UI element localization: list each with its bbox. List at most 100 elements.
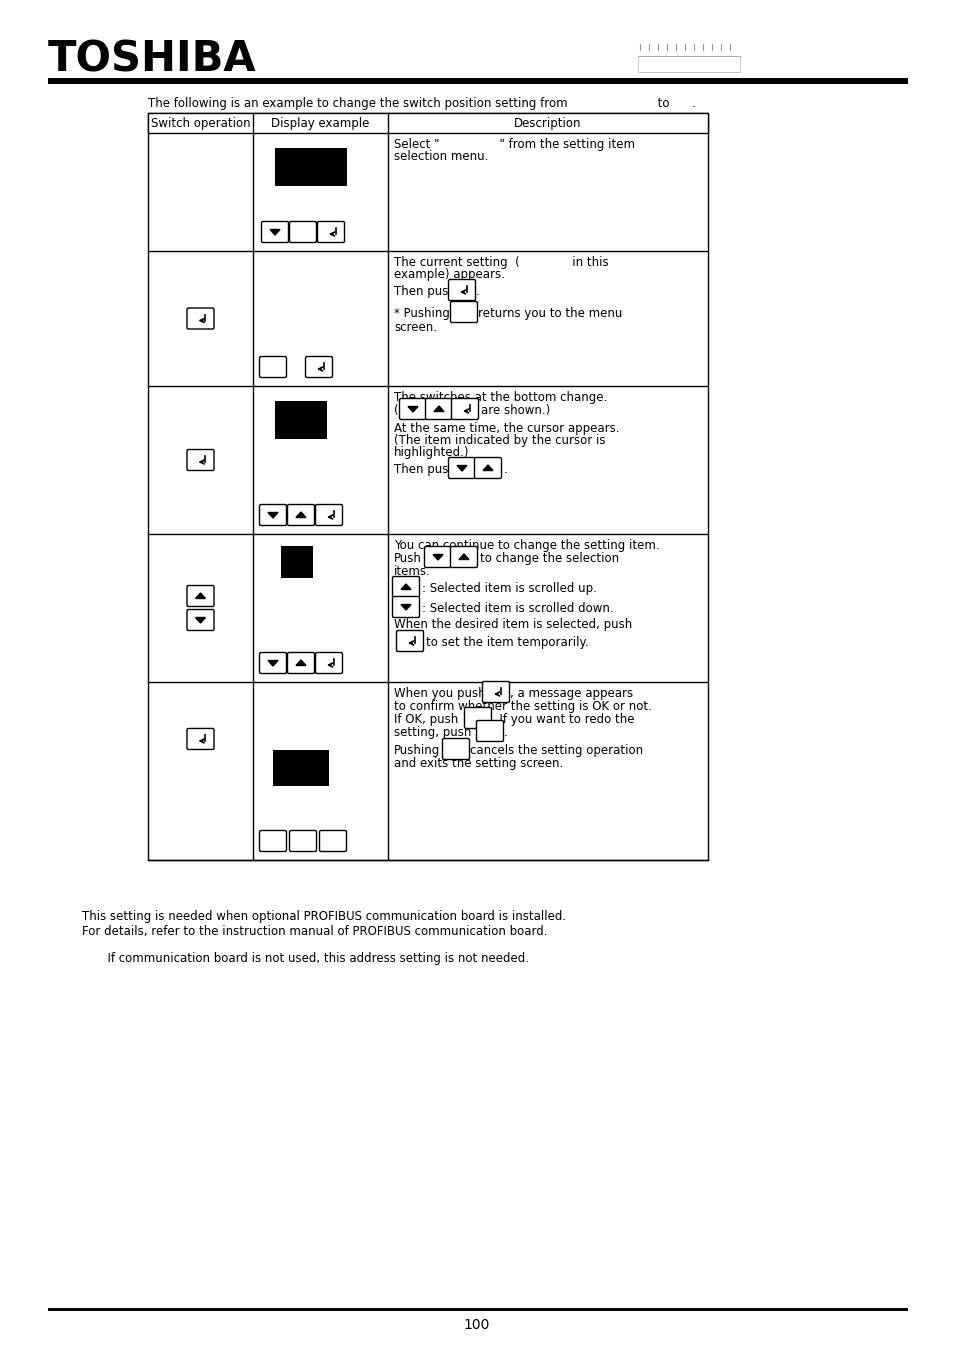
FancyBboxPatch shape <box>259 830 286 852</box>
Text: : Selected item is scrolled down.: : Selected item is scrolled down. <box>421 602 613 616</box>
Bar <box>274 148 347 186</box>
Bar <box>48 78 907 84</box>
FancyBboxPatch shape <box>259 505 286 525</box>
FancyBboxPatch shape <box>474 458 501 478</box>
Polygon shape <box>400 585 411 590</box>
Text: items.: items. <box>394 566 431 578</box>
Polygon shape <box>434 406 443 412</box>
Polygon shape <box>458 554 469 559</box>
FancyBboxPatch shape <box>317 221 344 243</box>
Polygon shape <box>456 466 467 471</box>
FancyBboxPatch shape <box>319 830 346 852</box>
FancyBboxPatch shape <box>315 652 342 674</box>
Text: 100: 100 <box>463 1318 490 1332</box>
FancyBboxPatch shape <box>187 729 213 749</box>
FancyBboxPatch shape <box>287 652 314 674</box>
FancyBboxPatch shape <box>448 279 475 301</box>
Text: TOSHIBA: TOSHIBA <box>48 38 256 80</box>
Polygon shape <box>195 593 205 598</box>
Bar <box>48 1308 907 1311</box>
Text: Display example: Display example <box>271 116 370 130</box>
Polygon shape <box>400 605 411 610</box>
Text: and exits the setting screen.: and exits the setting screen. <box>394 757 562 769</box>
Text: Then push: Then push <box>394 285 456 298</box>
Text: When you push: When you push <box>394 687 485 701</box>
Polygon shape <box>270 230 280 235</box>
Polygon shape <box>433 555 442 560</box>
FancyBboxPatch shape <box>315 505 342 525</box>
Text: Switch operation: Switch operation <box>151 116 250 130</box>
FancyBboxPatch shape <box>287 505 314 525</box>
FancyBboxPatch shape <box>476 721 503 741</box>
FancyBboxPatch shape <box>187 586 213 606</box>
Text: If OK, push: If OK, push <box>394 713 457 726</box>
Text: to set the item temporarily.: to set the item temporarily. <box>426 636 588 649</box>
Bar <box>273 751 329 786</box>
FancyBboxPatch shape <box>450 301 477 323</box>
Text: Then push: Then push <box>394 463 456 477</box>
Text: are shown.): are shown.) <box>480 404 550 417</box>
FancyBboxPatch shape <box>259 652 286 674</box>
Polygon shape <box>268 513 277 518</box>
FancyBboxPatch shape <box>450 547 477 567</box>
Text: If communication board is not used, this address setting is not needed.: If communication board is not used, this… <box>100 952 529 965</box>
FancyBboxPatch shape <box>259 356 286 378</box>
Polygon shape <box>482 464 493 471</box>
Text: example) appears.: example) appears. <box>394 269 504 281</box>
Text: (The item indicated by the cursor is: (The item indicated by the cursor is <box>394 433 605 447</box>
Text: , a message appears: , a message appears <box>510 687 633 701</box>
Bar <box>274 401 327 439</box>
FancyBboxPatch shape <box>448 458 475 478</box>
FancyBboxPatch shape <box>392 597 419 617</box>
FancyBboxPatch shape <box>451 398 478 420</box>
Bar <box>148 113 707 134</box>
FancyBboxPatch shape <box>424 547 451 567</box>
Text: selection menu.: selection menu. <box>394 150 488 163</box>
Text: The switches at the bottom change.: The switches at the bottom change. <box>394 392 607 404</box>
Text: screen.: screen. <box>394 321 436 333</box>
Text: cancels the setting operation: cancels the setting operation <box>470 744 642 757</box>
Text: Description: Description <box>514 116 581 130</box>
FancyBboxPatch shape <box>482 682 509 702</box>
Text: to confirm whether the setting is OK or not.: to confirm whether the setting is OK or … <box>394 701 651 713</box>
Polygon shape <box>408 406 417 412</box>
Text: . If you want to redo the: . If you want to redo the <box>492 713 634 726</box>
FancyBboxPatch shape <box>464 707 491 729</box>
FancyBboxPatch shape <box>305 356 333 378</box>
Text: (: ( <box>394 404 398 417</box>
Text: The following is an example to change the switch position setting from          : The following is an example to change th… <box>148 97 695 109</box>
Text: Pushing: Pushing <box>394 744 439 757</box>
Text: The current setting  (              in this: The current setting ( in this <box>394 256 608 269</box>
Bar <box>148 113 707 860</box>
Text: Push: Push <box>394 552 421 566</box>
Bar <box>281 545 313 578</box>
Text: to change the selection: to change the selection <box>479 552 618 566</box>
FancyBboxPatch shape <box>289 830 316 852</box>
Polygon shape <box>295 512 306 517</box>
Text: * Pushing: * Pushing <box>394 306 450 320</box>
Text: highlighted.): highlighted.) <box>394 446 469 459</box>
Text: setting, push: setting, push <box>394 726 471 738</box>
FancyBboxPatch shape <box>399 398 426 420</box>
FancyBboxPatch shape <box>396 630 423 652</box>
Text: At the same time, the cursor appears.: At the same time, the cursor appears. <box>394 423 618 435</box>
Polygon shape <box>268 660 277 666</box>
FancyBboxPatch shape <box>187 308 213 329</box>
Text: Select "                " from the setting item: Select " " from the setting item <box>394 138 635 151</box>
Text: : Selected item is scrolled up.: : Selected item is scrolled up. <box>421 582 597 595</box>
FancyBboxPatch shape <box>442 738 469 760</box>
FancyBboxPatch shape <box>187 450 213 471</box>
FancyBboxPatch shape <box>187 609 213 630</box>
FancyBboxPatch shape <box>289 221 316 243</box>
Text: returns you to the menu: returns you to the menu <box>477 306 621 320</box>
Polygon shape <box>295 660 306 666</box>
Bar <box>638 55 740 72</box>
Text: .: . <box>476 285 479 298</box>
FancyBboxPatch shape <box>425 398 452 420</box>
Text: When the desired item is selected, push: When the desired item is selected, push <box>394 618 632 630</box>
Text: .: . <box>503 463 507 477</box>
Text: This setting is needed when optional PROFIBUS communication board is installed.
: This setting is needed when optional PRO… <box>82 910 565 938</box>
FancyBboxPatch shape <box>261 221 288 243</box>
Text: .: . <box>503 726 507 738</box>
FancyBboxPatch shape <box>392 576 419 598</box>
